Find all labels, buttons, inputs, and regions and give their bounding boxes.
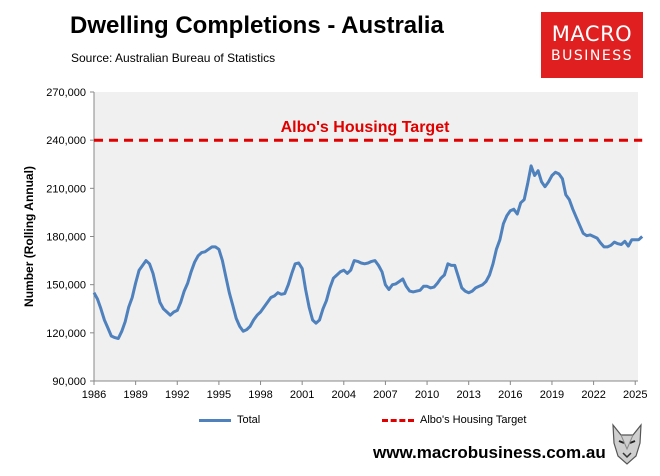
chart-title: Dwelling Completions - Australia [70,12,444,39]
y-tick-label: 210,000 [46,183,86,195]
x-tick-label: 2007 [373,389,397,401]
x-tick-label: 1992 [165,389,189,401]
legend-swatch-target [382,418,414,422]
annotation-albo-target: Albo's Housing Target [281,119,451,136]
legend-swatch-total [199,418,231,422]
legend-item-target: Albo's Housing Target [382,414,526,426]
legend: Total Albo's Housing Target [0,414,660,430]
x-tick-label: 2016 [498,389,522,401]
x-tick-label: 1998 [248,389,272,401]
logo-text-business: BUSINESS [551,48,633,64]
y-tick-label: 120,000 [46,328,86,340]
y-axis-label: Number (Rolling Annual) [22,166,36,307]
website-url: www.macrobusiness.com.au [373,443,606,462]
legend-item-total: Total [199,414,260,426]
y-tick-label: 180,000 [46,232,86,244]
x-tick-label: 2004 [332,389,356,401]
y-tick-label: 90,000 [52,376,86,388]
logo-text-macro: MACRO [551,22,633,46]
chart-source: Source: Australian Bureau of Statistics [71,51,276,65]
x-tick-label: 1986 [82,389,106,401]
x-tick-label: 1989 [123,389,147,401]
y-tick-label: 150,000 [46,280,86,292]
x-tick-label: 2019 [540,389,564,401]
wolf-logo-icon [612,423,642,465]
y-tick-label: 270,000 [46,87,86,99]
x-tick-label: 2025 [623,389,647,401]
x-tick-label: 2010 [415,389,439,401]
macrobusiness-logo: MACRO BUSINESS [541,12,643,78]
x-tick-label: 2001 [290,389,314,401]
x-tick-label: 2022 [581,389,605,401]
x-tick-label: 2013 [456,389,480,401]
legend-label-total: Total [237,414,261,426]
series-total-line [92,164,644,340]
y-tick-label: 240,000 [46,135,86,147]
legend-label-target: Albo's Housing Target [420,414,527,426]
x-tick-label: 1995 [207,389,231,401]
